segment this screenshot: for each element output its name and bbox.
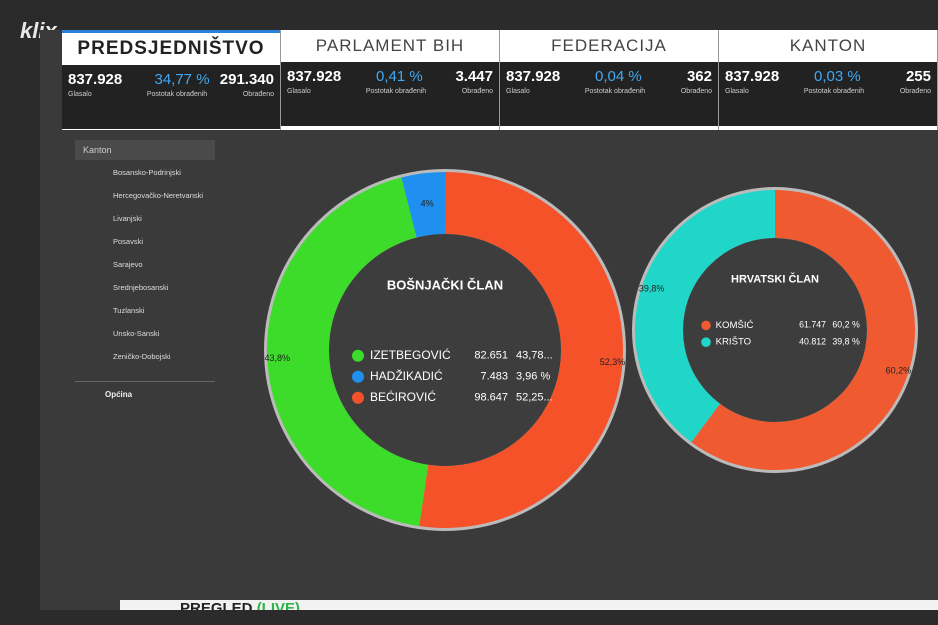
voted-label: Glasalo — [506, 88, 530, 95]
voted-label: Glasalo — [287, 88, 311, 95]
donut-slice — [691, 190, 916, 470]
tabs: PREDSJEDNIŠTVO 837.928 Glasalo 34,77 % Posto… — [62, 30, 938, 130]
voted: 837.928 — [725, 68, 780, 85]
tab-title[interactable]: KANTON — [789, 36, 867, 55]
slice-label: 43,8% — [264, 353, 290, 363]
tab[interactable]: FEDERACIJA 837.928 Glasalo 0,04 % Postotak o… — [500, 30, 719, 130]
chart-title: BOŠNJAČKI ČLAN — [387, 278, 503, 293]
processed-label: Obrađeno — [242, 91, 274, 98]
donut-slice — [635, 190, 775, 443]
donut-slice — [419, 172, 623, 529]
sidebar-item[interactable]: Posavski — [113, 237, 144, 246]
percent-label: Postotak obrađenih — [584, 88, 646, 95]
legend-marker — [701, 320, 711, 331]
legend-votes: 98.647 — [474, 392, 508, 404]
tab[interactable]: PARLAMENT BIH 837.928 Glasalo 0,41 % Postota… — [281, 30, 500, 130]
sidebar-item[interactable]: Livanjski — [113, 214, 142, 223]
processed: 362 — [686, 68, 712, 85]
sidebar-item[interactable]: Bosansko-Podrinjski — [113, 168, 181, 177]
slice-label: 60,2% — [886, 365, 912, 375]
processed-label: Obrađeno — [899, 88, 931, 95]
sidebar-item[interactable]: Srednjebosanski — [113, 283, 169, 292]
legend-percent: 43,78... — [516, 350, 553, 362]
voted: 837.928 — [68, 71, 123, 88]
legend-votes: 82.651 — [474, 350, 508, 362]
tab-stats: 837.928 Glasalo 0,41 % Postotak obrađenih 3.… — [281, 62, 499, 126]
voted-label: Glasalo — [68, 91, 92, 98]
tab-stats: 837.928 Glasalo 34,77 % Postotak obrađenih 2… — [62, 65, 280, 129]
legend-marker — [701, 337, 711, 348]
donut-hole — [329, 234, 561, 466]
percent: 0,04 % — [594, 68, 642, 85]
processed: 255 — [905, 68, 931, 85]
processed: 291.340 — [219, 71, 274, 88]
tab[interactable]: PREDSJEDNIŠTVO 837.928 Glasalo 34,77 % Posto… — [62, 30, 281, 130]
sidebar: Kanton Bosansko-Podrinjski Hercegovačko-N… — [75, 140, 215, 399]
percent: 0,41 % — [375, 68, 423, 85]
legend-votes: 40.812 — [799, 337, 826, 347]
tab-stats: 837.928 Glasalo 0,04 % Postotak obrađenih 36… — [500, 62, 718, 126]
percent: 0,03 % — [813, 68, 861, 85]
footer-title: PREGLED — [180, 600, 253, 610]
legend-percent: 3,96 % — [516, 371, 550, 383]
sidebar-item[interactable]: Sarajevo — [113, 260, 143, 269]
sidebar-item[interactable]: Unsko-Sanski — [113, 329, 160, 338]
legend-marker — [352, 370, 364, 383]
percent: 34,77 % — [154, 71, 210, 88]
legend-percent: 39,8 % — [832, 337, 860, 347]
donut-slice — [401, 172, 446, 238]
processed-label: Obrađeno — [461, 88, 493, 95]
charts: 43,8% 4% 52,3% BOŠNJAČKI ČLAN IZETBEGOVIĆ 82.… — [264, 169, 918, 531]
voted-label: Glasalo — [725, 88, 749, 95]
dashboard: PREDSJEDNIŠTVO 837.928 Glasalo 34,77 % Posto… — [40, 30, 938, 610]
legend-votes: 7.483 — [480, 371, 508, 383]
sidebar-item[interactable]: Hercegovačko-Neretvanski — [113, 191, 204, 200]
sidebar-footer[interactable]: Općina — [75, 381, 215, 399]
sidebar-heading[interactable]: Kanton — [75, 140, 215, 160]
tab[interactable]: KANTON 837.928 Glasalo 0,03 % Postotak obrađ… — [719, 30, 938, 130]
legend-percent: 52,25... — [516, 392, 553, 404]
slice-label: 4% — [421, 198, 434, 208]
legend-votes: 61.747 — [799, 320, 826, 330]
legend-marker — [352, 391, 364, 404]
legend-name: BEĆIROVIĆ — [370, 389, 436, 404]
legend-name: HADŽIKADIĆ — [370, 368, 443, 383]
percent-label: Postotak obrađenih — [365, 88, 427, 95]
legend-name: IZETBEGOVIĆ — [370, 347, 451, 362]
footer-live: (LIVE) — [256, 600, 301, 610]
percent-label: Postotak obrađenih — [146, 91, 208, 98]
slice-label: 52,3% — [600, 357, 626, 367]
processed: 3.447 — [455, 68, 493, 85]
slice-label: 39,8% — [639, 283, 665, 293]
chart-title: HRVATSKI ČLAN — [731, 272, 819, 285]
tab-title[interactable]: PREDSJEDNIŠTVO — [62, 30, 280, 65]
legend-marker — [352, 349, 364, 362]
sidebar-list: Bosansko-Podrinjski Hercegovačko-Neretvan… — [75, 160, 215, 367]
voted: 837.928 — [506, 68, 561, 85]
donut-hole — [683, 238, 867, 422]
tab-stats: 837.928 Glasalo 0,03 % Postotak obrađenih 25… — [719, 62, 937, 126]
tab-title[interactable]: PARLAMENT BIH — [315, 36, 465, 55]
percent-label: Postotak obrađenih — [803, 88, 865, 95]
tab-title[interactable]: FEDERACIJA — [551, 36, 667, 55]
legend-name: KRIŠTO — [716, 337, 752, 348]
sidebar-item[interactable]: Zeničko-Dobojski — [113, 352, 171, 361]
voted: 837.928 — [287, 68, 342, 85]
sidebar-item[interactable]: Tuzlanski — [113, 306, 145, 315]
legend-percent: 60,2 % — [832, 320, 860, 330]
footer: PREGLED (LIVE) — [120, 600, 938, 610]
processed-label: Obrađeno — [680, 88, 712, 95]
legend-name: KOMŠIĆ — [716, 320, 754, 331]
donut-slice — [267, 177, 429, 527]
